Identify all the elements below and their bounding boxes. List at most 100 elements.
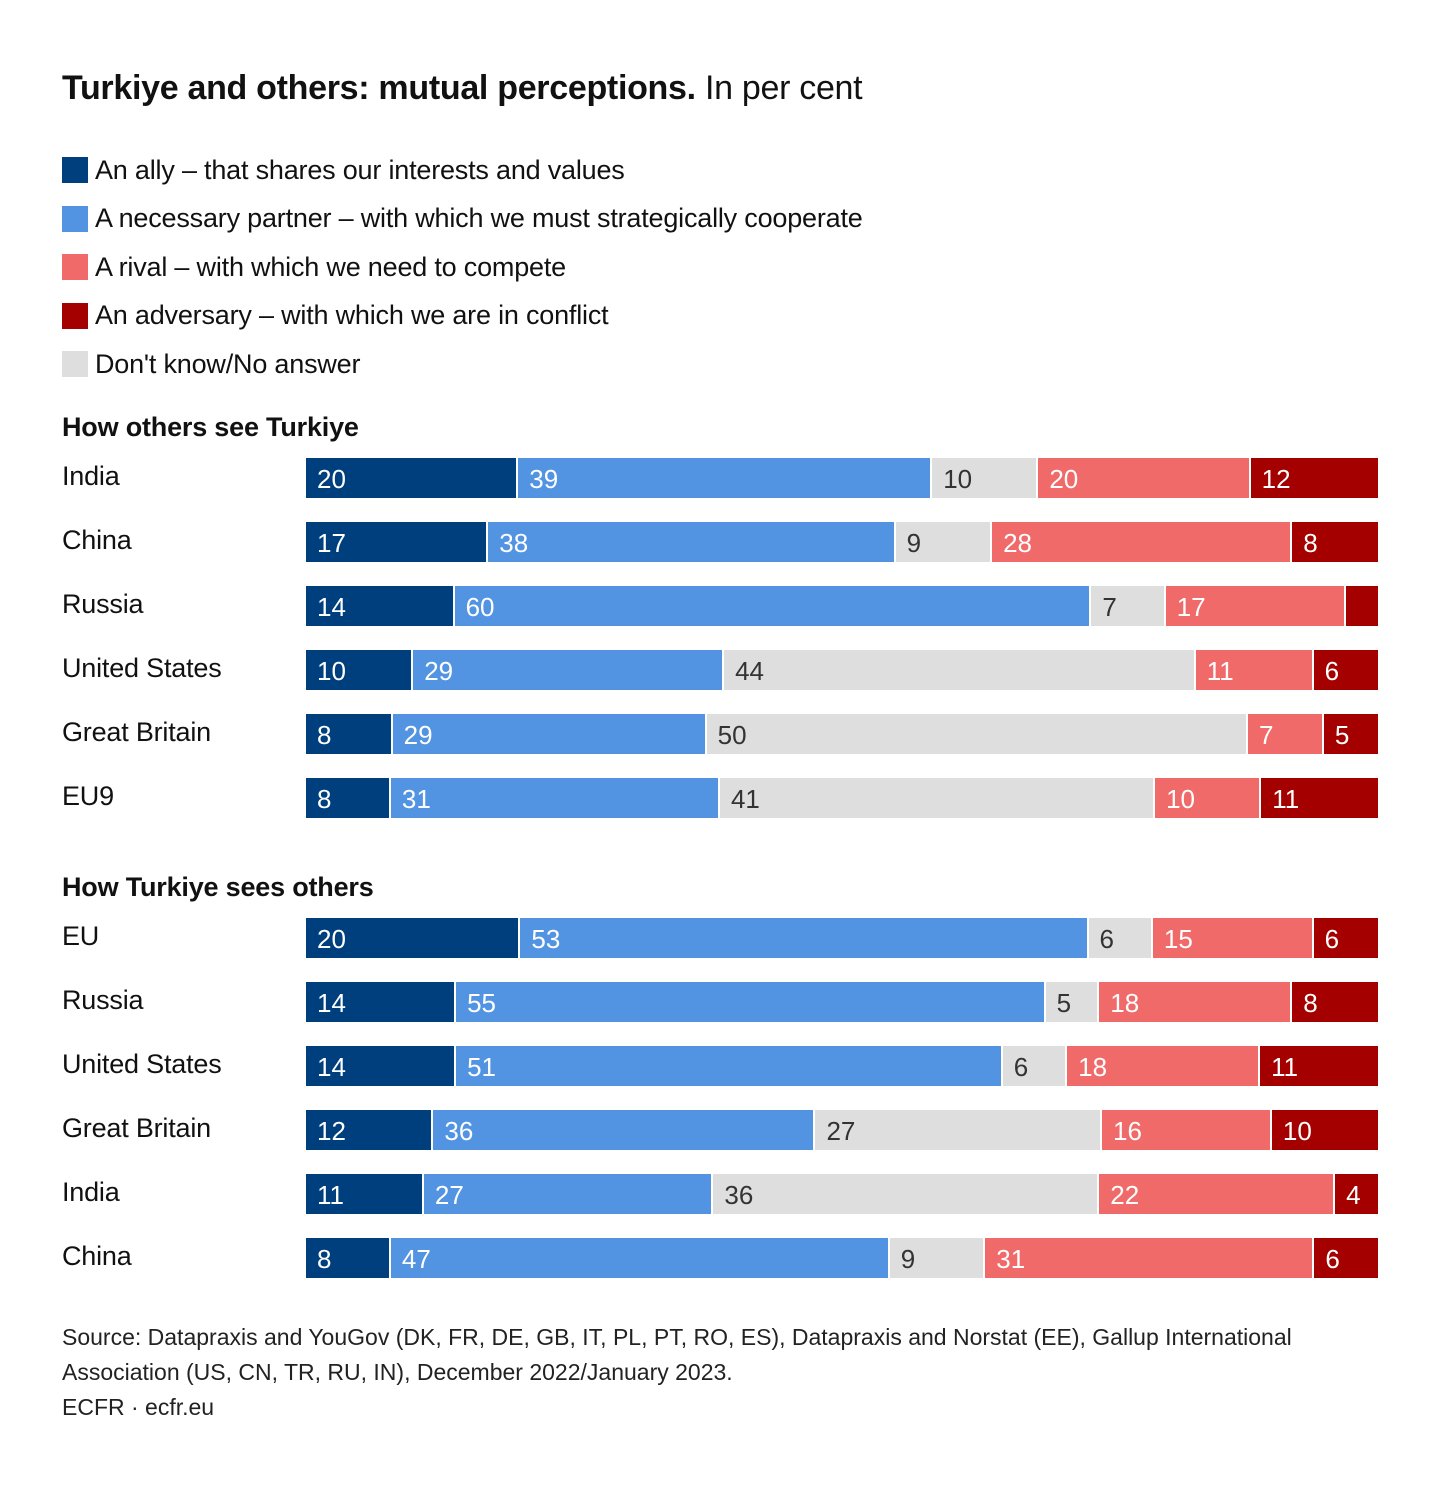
bar-segment-rival: 17 [1165, 586, 1345, 626]
legend-label-ally: An ally – that shares our interests and … [95, 154, 625, 185]
chart-title-unit: In per cent [704, 69, 863, 107]
bar-segment-rival: 15 [1152, 918, 1312, 958]
data-label: 31 [401, 784, 431, 814]
data-label: 29 [403, 720, 433, 750]
data-label: 17 [1176, 592, 1206, 622]
data-label: 41 [730, 784, 760, 814]
data-label: 10 [1166, 784, 1196, 814]
bar-segment-rival: 28 [992, 522, 1291, 562]
data-label: 6 [1325, 1244, 1340, 1274]
data-label: 11 [1271, 1052, 1299, 1082]
bar-segment-dk: 6 [1002, 1046, 1066, 1086]
bar-segment-adversary: 11 [1261, 778, 1378, 818]
bar-segment-dk: 41 [719, 778, 1154, 818]
category-label: United States [62, 653, 222, 683]
legend-item-ally: An ally – that shares our interests and … [62, 146, 863, 195]
legend-label-adversary: An adversary – with which we are in conf… [95, 300, 609, 331]
data-label: 38 [499, 528, 529, 558]
legend-label-rival: A rival – with which we need to compete [95, 251, 566, 282]
data-label: 8 [317, 784, 332, 814]
bar-segment-partner: 29 [413, 650, 723, 690]
bar-segment-partner: 38 [488, 522, 894, 562]
stacked-bar: 20 53 6 15 6 [306, 918, 1378, 958]
data-label: 8 [317, 1244, 332, 1274]
bar-segment-partner: 27 [423, 1174, 712, 1214]
data-label: 20 [1049, 464, 1079, 494]
category-label: Russia [62, 589, 144, 619]
bar-segment-partner: 53 [520, 918, 1087, 958]
data-label: 36 [724, 1180, 754, 1210]
bar-segment-dk: 10 [932, 458, 1037, 498]
publisher-credit: ECFR · ecfr.eu [62, 1394, 215, 1420]
category-label: EU [62, 921, 100, 951]
legend-item-dk: Don't know/No answer [62, 340, 863, 389]
data-label: 39 [529, 464, 559, 494]
data-label: 6 [1324, 656, 1340, 686]
stacked-bar: 12 36 27 16 10 [306, 1110, 1378, 1150]
data-label: 44 [735, 656, 764, 686]
data-label: 5 [1334, 720, 1350, 750]
bar-segment-adversary: 10 [1271, 1110, 1378, 1150]
data-label: 12 [317, 1116, 346, 1146]
section-title-2: How Turkiye sees others [62, 872, 374, 902]
bar-segment-ally: 8 [306, 1238, 389, 1278]
data-label: 18 [1078, 1052, 1108, 1082]
category-label: Great Britain [62, 1113, 211, 1143]
bar-segment-dk: 5 [1045, 982, 1098, 1022]
bar-segment-ally: 8 [306, 714, 391, 754]
legend-swatch-ally [62, 157, 88, 184]
chart-title: Turkiye and others: mutual perceptions. … [62, 66, 863, 110]
category-label: United States [62, 1049, 222, 1079]
data-label: 8 [317, 720, 332, 750]
bar-segment-dk: 50 [706, 714, 1247, 754]
legend-swatch-adversary [62, 302, 88, 329]
bar-segment-adversary: 11 [1260, 1046, 1378, 1086]
bar-segment-partner: 51 [456, 1046, 1001, 1086]
data-label: 6 [1099, 924, 1115, 954]
legend-swatch-dk [62, 351, 88, 378]
bar-segment-ally: 14 [306, 586, 453, 626]
legend-label-partner: A necessary partner – with which we must… [95, 203, 863, 234]
stacked-bar: 14 51 6 18 11 [306, 1046, 1378, 1086]
stacked-bar: 8 31 41 10 11 [306, 778, 1378, 818]
data-label: 17 [317, 528, 346, 558]
data-label: 10 [1282, 1116, 1312, 1146]
bar-segment-adversary: 6 [1314, 1238, 1378, 1278]
category-label: India [62, 1177, 120, 1207]
bar-segment-ally: 14 [306, 982, 455, 1022]
data-label: 20 [317, 464, 346, 494]
legend-item-adversary: An adversary – with which we are in conf… [62, 292, 863, 341]
data-label: 28 [1003, 528, 1032, 558]
data-label: 6 [1324, 924, 1340, 954]
bar-segment-rival: 16 [1102, 1110, 1270, 1150]
data-label: 9 [906, 528, 922, 558]
bar-segment-rival: 11 [1195, 650, 1312, 690]
legend-swatch-rival [62, 254, 88, 281]
bar-segment-dk: 36 [713, 1174, 1098, 1214]
data-label: 22 [1110, 1180, 1140, 1210]
data-label: 51 [467, 1052, 496, 1082]
bar-segment-adversary [1346, 586, 1378, 626]
data-label: 20 [317, 924, 346, 954]
bar-segment-adversary: 6 [1313, 650, 1378, 690]
bar-segment-dk: 7 [1091, 586, 1164, 626]
bar-segment-adversary: 8 [1292, 522, 1378, 562]
data-label: 15 [1163, 924, 1193, 954]
bar-segment-dk: 44 [724, 650, 1194, 690]
bar-segment-rival: 22 [1099, 1174, 1334, 1214]
data-label: 8 [1303, 988, 1318, 1018]
data-label: 18 [1110, 988, 1140, 1018]
data-label: 50 [717, 720, 747, 750]
legend: An ally – that shares our interests and … [62, 146, 863, 389]
bar-segment-rival: 18 [1099, 982, 1291, 1022]
stacked-bar: 8 29 50 7 5 [306, 714, 1378, 754]
bar-segment-adversary: 4 [1335, 1174, 1378, 1214]
stacked-bar: 8 47 9 31 6 [306, 1238, 1378, 1278]
bar-segment-partner: 39 [518, 458, 931, 498]
data-label: 31 [996, 1244, 1026, 1274]
category-label: Great Britain [62, 717, 211, 747]
bar-segment-adversary: 12 [1250, 458, 1378, 498]
data-label: 60 [465, 592, 495, 622]
bar-segment-ally: 20 [306, 918, 519, 958]
stacked-bar: 20 39 10 20 12 [306, 458, 1378, 498]
